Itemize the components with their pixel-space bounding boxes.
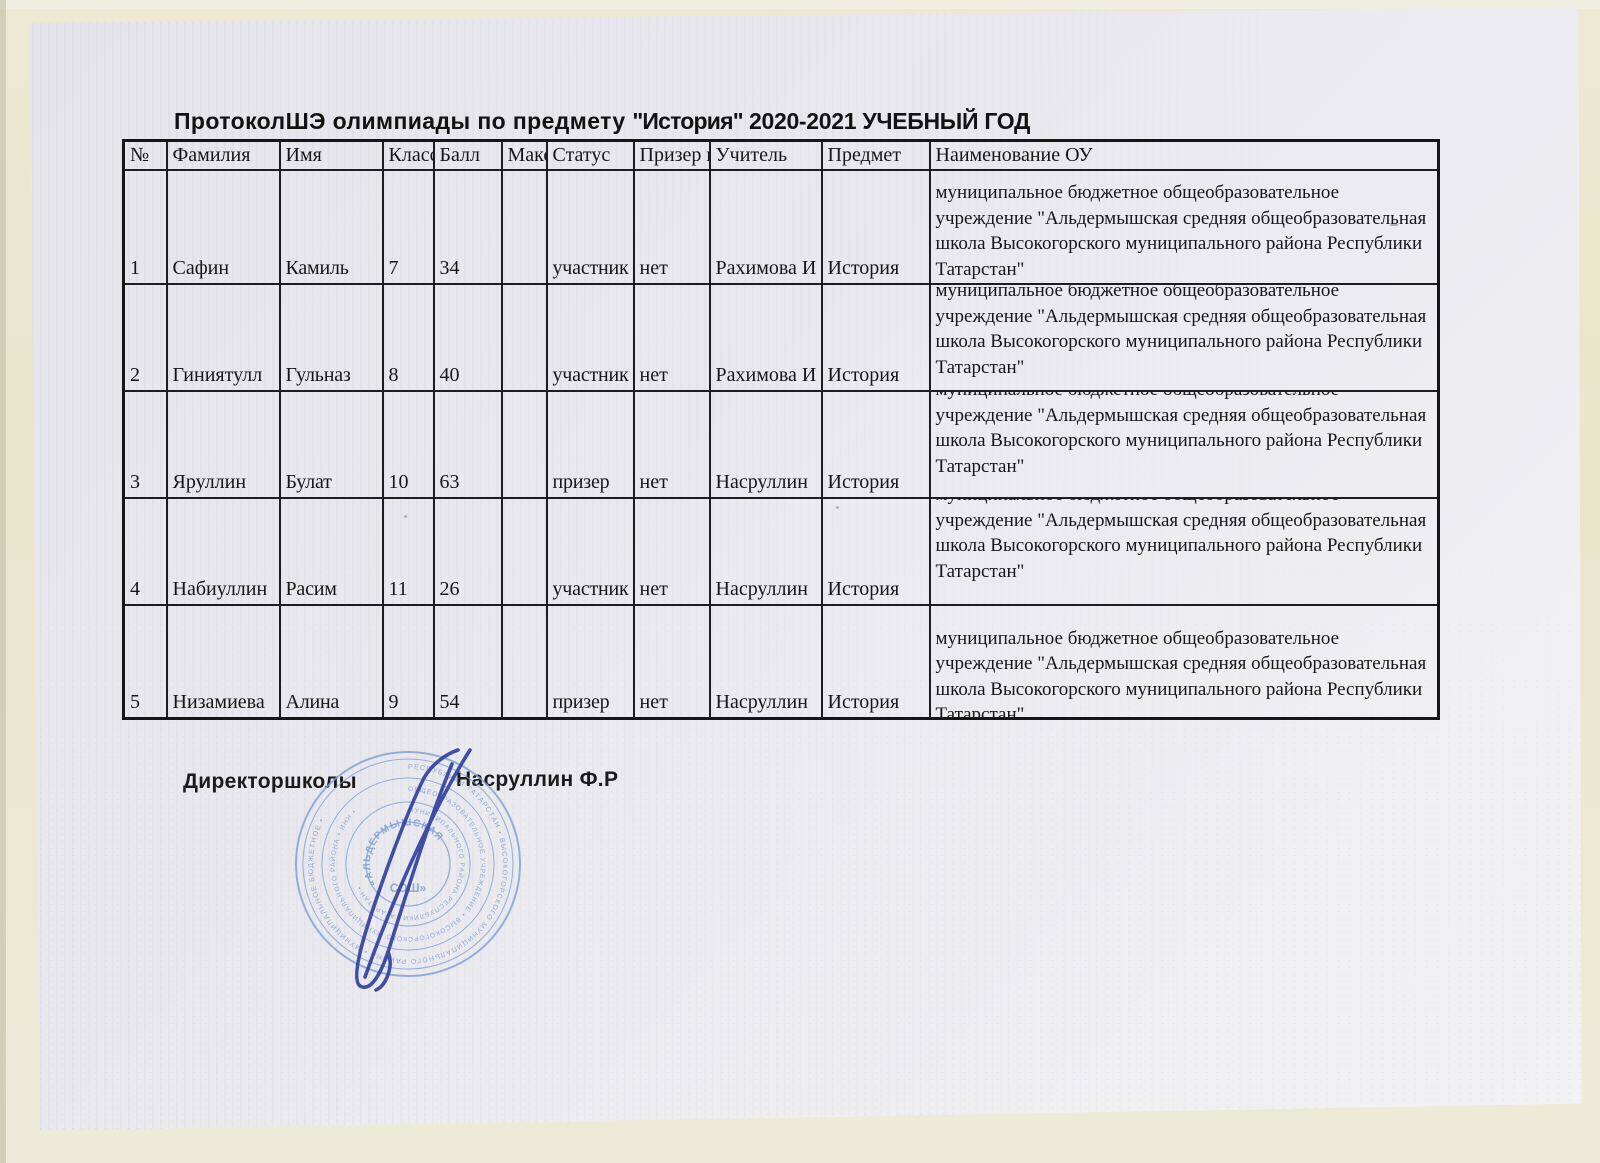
cell-score: 26: [432, 497, 503, 606]
cell-num: 5: [122, 604, 168, 719]
cell-school: муниципальное бюджетное общеобразователь…: [928, 604, 1440, 719]
cell-teacher: Насруллин: [708, 390, 823, 499]
cell-max: [500, 604, 548, 719]
header-status: Статус: [545, 139, 635, 171]
cell-subject: История: [820, 169, 931, 285]
header-school: Наименование ОУ: [928, 139, 1440, 171]
cell-num: 4: [122, 497, 168, 606]
cell-firstname: Булат: [278, 390, 384, 499]
cell-num: 1: [122, 169, 168, 285]
cell-school: муниципальное бюджетное общеобразователь…: [928, 169, 1440, 285]
document-title: ПротоколШЭ олимпиады по предмету "Истори…: [174, 108, 1030, 135]
scanner-bed-left-edge: [0, 0, 6, 1163]
cell-lastname: Низамиева: [165, 604, 281, 719]
cell-grade: 11: [381, 497, 435, 606]
header-num: №: [122, 139, 168, 171]
title-year: 2020-2021 УЧЕБНЫЙ ГОД: [742, 108, 1031, 134]
header-grade: Класс: [381, 139, 435, 171]
cell-max: [500, 390, 548, 499]
cell-teacher: Насруллин: [708, 604, 823, 719]
title-subject: "История": [632, 108, 743, 134]
cell-prize: нет: [632, 169, 711, 285]
cell-grade: 7: [381, 169, 435, 285]
cell-prize: нет: [632, 497, 711, 606]
cell-teacher: Рахимова И: [708, 283, 823, 392]
director-signature-icon: [355, 748, 472, 992]
cell-firstname: Алина: [278, 604, 384, 719]
cell-score: 40: [432, 283, 503, 392]
cell-max: [500, 497, 548, 606]
cell-teacher: Насруллин: [708, 497, 823, 606]
cell-max: [500, 283, 548, 392]
cell-status: призер: [545, 604, 635, 719]
scan-speck: [1390, 224, 1398, 226]
cell-num: 3: [122, 390, 168, 499]
header-lastname: Фамилия: [165, 139, 281, 171]
cell-school: муниципальное бюджетное общеобразователь…: [928, 283, 1440, 392]
cell-firstname: Гульназ: [278, 283, 384, 392]
cell-subject: История: [820, 497, 931, 606]
cell-subject: История: [820, 604, 931, 719]
table-row: 4 Набиуллин Расим 11 26 участник нет Нас…: [122, 497, 1440, 606]
header-max: Макс: [500, 139, 548, 171]
cell-score: 34: [432, 169, 503, 285]
header-teacher: Учитель: [708, 139, 823, 171]
cell-school: муниципальное бюджетное общеобразователь…: [928, 497, 1440, 606]
cell-subject: История: [820, 283, 931, 392]
cell-teacher: Рахимова И: [708, 169, 823, 285]
cell-lastname: Яруллин: [165, 390, 281, 499]
scanner-bed-top-edge: [0, 0, 1600, 9]
cell-prize: нет: [632, 283, 711, 392]
cell-max: [500, 169, 548, 285]
cell-prize: нет: [632, 390, 711, 499]
signature-stamp-area: РЕСПУБЛИКИ ТАТАРСТАН • ВЫСОКОГОРСКОГО МУ…: [287, 740, 537, 1002]
svg-text:РЕСПУБЛИКИ ТАТАРСТАН • ВЫСОКОГ: РЕСПУБЛИКИ ТАТАРСТАН • ВЫСОКОГОРСКОГО МУ…: [308, 764, 508, 965]
table-row: 5 Низамиева Алина 9 54 призер нет Насрул…: [122, 604, 1440, 719]
cell-score: 63: [432, 390, 503, 499]
cell-grade: 10: [381, 390, 435, 499]
cell-lastname: Сафин: [165, 169, 281, 285]
cell-status: участник: [545, 169, 635, 285]
scan-speck: [836, 506, 839, 509]
school-round-stamp-icon: РЕСПУБЛИКИ ТАТАРСТАН • ВЫСОКОГОРСКОГО МУ…: [295, 748, 521, 992]
cell-score: 54: [432, 604, 503, 719]
table-row: 2 Гиниятулл Гульназ 8 40 участник нет Ра…: [122, 283, 1440, 392]
director-name: Насруллин Ф.Р: [456, 768, 619, 791]
scan-speck: [404, 515, 407, 518]
cell-firstname: Расим: [278, 497, 384, 606]
title-prefix: ПротоколШЭ олимпиады по предмету: [174, 108, 633, 134]
table-row: 1 Сафин Камиль 7 34 участник нет Рахимов…: [122, 169, 1440, 285]
header-score: Балл: [432, 139, 503, 171]
cell-status: участник: [545, 283, 635, 392]
cell-status: участник: [545, 497, 635, 606]
cell-lastname: Гиниятулл: [165, 283, 281, 392]
cell-num: 2: [122, 283, 168, 392]
cell-status: призер: [545, 390, 635, 499]
cell-grade: 9: [381, 604, 435, 719]
director-role-label: Директор школы: [183, 770, 357, 793]
olympiad-results-table: № Фамилия Имя Класс Балл Макс Статус При…: [122, 139, 1440, 720]
cell-grade: 8: [381, 283, 435, 392]
table-row: 3 Яруллин Булат 10 63 призер нет Насрулл…: [122, 390, 1440, 499]
cell-lastname: Набиуллин: [165, 497, 281, 606]
table-header-row: № Фамилия Имя Класс Балл Макс Статус При…: [122, 139, 1440, 171]
header-prize: Призер п: [632, 139, 711, 171]
header-subject: Предмет: [820, 139, 931, 171]
cell-firstname: Камиль: [278, 169, 384, 285]
cell-prize: нет: [632, 604, 711, 719]
stamp-ring-text-outer: РЕСПУБЛИКИ ТАТАРСТАН • ВЫСОКОГОРСКОГО МУ…: [308, 764, 507, 965]
header-firstname: Имя: [278, 139, 384, 171]
cell-school: муниципальное бюджетное общеобразователь…: [928, 390, 1440, 499]
cell-subject: История: [820, 390, 931, 499]
